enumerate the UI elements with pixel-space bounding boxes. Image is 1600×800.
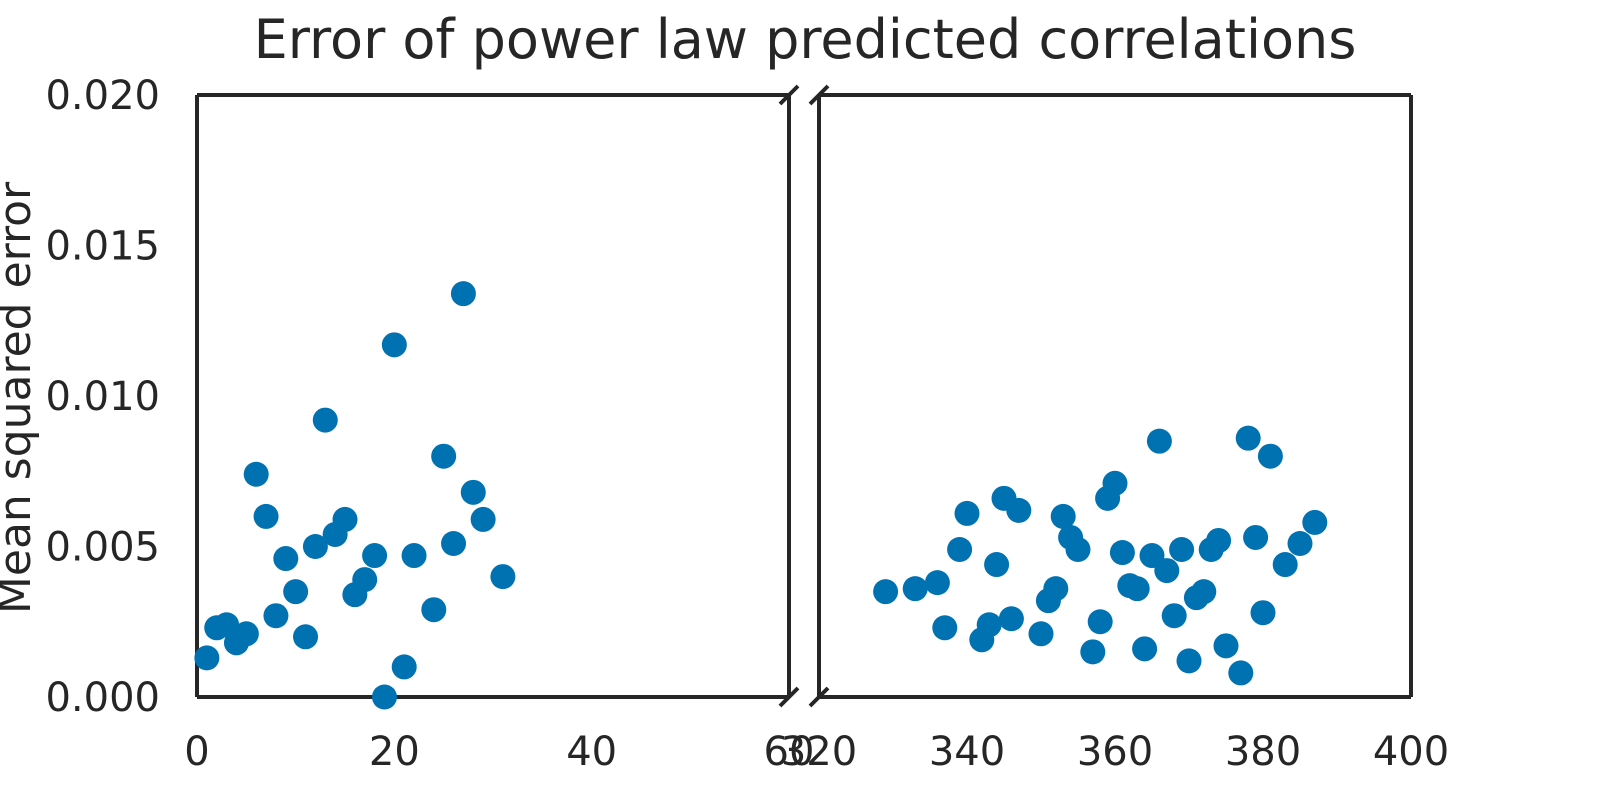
data-point [490, 564, 516, 590]
left-panel: 0 20 40 60 [184, 93, 815, 775]
data-point [976, 612, 1002, 638]
x-tick-label: 40 [566, 729, 617, 775]
data-point [263, 603, 289, 629]
data-point [1176, 648, 1202, 674]
data-point [283, 579, 309, 605]
data-point [1124, 576, 1150, 602]
data-point [1191, 579, 1217, 605]
x-tick-label: 360 [1077, 729, 1153, 775]
data-point [1102, 470, 1128, 496]
data-point [873, 579, 899, 605]
data-point [984, 552, 1010, 578]
x-tick-label: 340 [929, 729, 1005, 775]
data-point [947, 537, 973, 563]
x-tick-label: 380 [1225, 729, 1301, 775]
data-point [902, 576, 928, 602]
data-point [1080, 639, 1106, 665]
data-point [1302, 509, 1328, 535]
axis-break-marks [778, 84, 830, 708]
data-point [352, 567, 378, 593]
y-axis-ticks: 0.000 0.005 0.010 0.015 0.020 [45, 73, 160, 721]
data-point [1272, 552, 1298, 578]
data-point [1257, 443, 1283, 469]
data-point [1028, 621, 1054, 647]
data-point [431, 443, 457, 469]
y-tick-label: 0.020 [45, 73, 160, 119]
data-point [998, 606, 1024, 632]
data-point [954, 500, 980, 526]
chart-title: Error of power law predicted correlation… [254, 8, 1357, 71]
data-point [1169, 537, 1195, 563]
x-tick-label: 20 [369, 729, 420, 775]
data-point [1050, 503, 1076, 529]
data-point [460, 479, 486, 505]
y-tick-label: 0.015 [45, 224, 160, 270]
data-point [1065, 537, 1091, 563]
data-point [194, 645, 220, 671]
axis-break-mark [778, 84, 800, 106]
y-axis-label: Mean squared error [0, 181, 41, 614]
data-point [391, 654, 417, 680]
data-point [312, 407, 338, 433]
data-point [1235, 425, 1261, 451]
data-point [1161, 603, 1187, 629]
data-point [1228, 660, 1254, 686]
x-tick-label: 0 [184, 729, 209, 775]
data-point [1213, 633, 1239, 659]
x-tick-label: 60 [764, 729, 815, 775]
axis-break-mark [778, 686, 800, 708]
data-point [421, 597, 447, 623]
data-point [1154, 558, 1180, 584]
axis-break-mark [808, 686, 830, 708]
y-tick-label: 0.005 [45, 525, 160, 571]
data-point [371, 684, 397, 710]
axis-break-mark [808, 84, 830, 106]
data-point [1087, 609, 1113, 635]
data-point [293, 624, 319, 650]
x-tick-label: 320 [781, 729, 857, 775]
data-point [441, 530, 467, 556]
y-tick-label: 0.010 [45, 374, 160, 420]
data-point [332, 506, 358, 532]
right-panel: 320 340 360 380 400 [781, 93, 1449, 775]
data-point [302, 534, 328, 559]
data-point [932, 615, 958, 641]
data-point [381, 332, 407, 358]
data-point [1132, 636, 1158, 662]
data-point [273, 546, 299, 572]
data-point [1287, 530, 1313, 556]
data-point [924, 570, 950, 596]
data-point [450, 281, 476, 307]
data-point [1250, 600, 1276, 626]
data-point [243, 461, 269, 487]
data-point [253, 503, 279, 529]
data-point [1146, 428, 1172, 454]
data-point [362, 543, 388, 569]
data-point [470, 506, 496, 532]
data-point [1206, 527, 1232, 553]
x-tick-label: 400 [1373, 729, 1449, 775]
data-point [401, 543, 427, 569]
data-point [1109, 540, 1135, 566]
data-point [1043, 576, 1069, 602]
data-point [1006, 497, 1032, 523]
y-tick-label: 0.000 [45, 675, 160, 721]
data-point [1243, 524, 1269, 550]
data-point [233, 621, 259, 647]
